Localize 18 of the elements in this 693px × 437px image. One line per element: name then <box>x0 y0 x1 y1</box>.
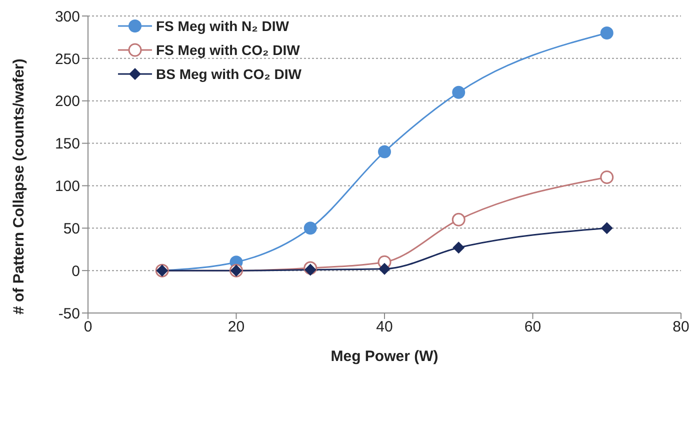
legend-label: BS Meg with CO₂ DIW <box>156 66 302 82</box>
y-tick-label: -50 <box>58 305 80 322</box>
legend-label: FS Meg with CO₂ DIW <box>156 42 300 58</box>
y-tick-label: 200 <box>54 93 80 110</box>
x-tick-label: 0 <box>84 318 92 336</box>
x-tick-label: 40 <box>376 318 393 336</box>
x-tick-label: 60 <box>524 318 542 336</box>
y-tick-label: 300 <box>54 8 80 26</box>
y-axis-title: # of Pattern Collapse (counts/wafer) <box>10 58 28 314</box>
y-tick-label: 250 <box>54 50 80 68</box>
y-tick-label: 50 <box>63 220 80 238</box>
legend-label: FS Meg with N₂ DIW <box>156 18 289 34</box>
x-tick-label: 80 <box>672 318 690 336</box>
y-tick-label: 150 <box>54 136 80 153</box>
y-tick-label: 100 <box>54 178 80 196</box>
x-axis-title: Meg Power (W) <box>330 348 438 365</box>
x-tick-label: 20 <box>228 318 245 336</box>
y-tick-label: 0 <box>72 262 80 280</box>
